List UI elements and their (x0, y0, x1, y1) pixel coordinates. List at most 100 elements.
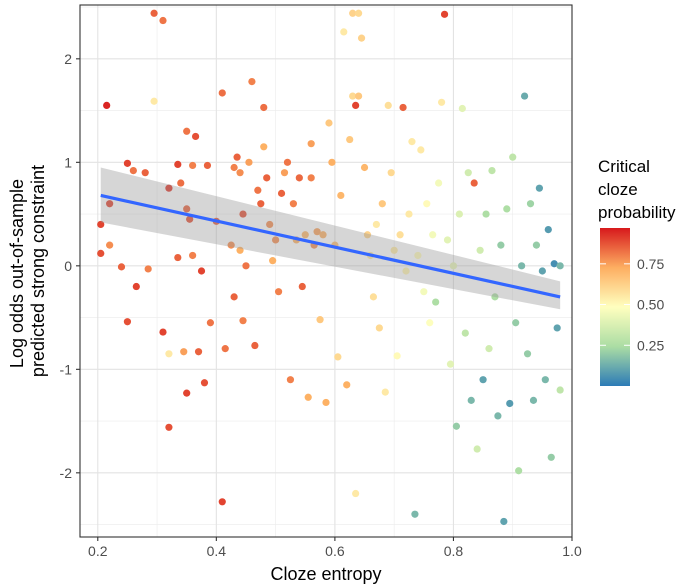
data-point (328, 158, 336, 166)
data-point (426, 319, 434, 327)
data-point (363, 231, 372, 239)
data-point (488, 167, 496, 175)
data-point (512, 319, 520, 327)
confidence-band (100, 167, 561, 310)
data-point (452, 422, 461, 430)
data-point (106, 200, 114, 208)
data-point (180, 348, 188, 356)
data-point (189, 251, 197, 260)
y-axis: -2 -1 0 1 2 (60, 51, 80, 481)
data-point (266, 220, 274, 229)
y-axis-title-line-1: Log odds out-of-sample (7, 179, 27, 368)
legend-title-line-2: cloze (598, 180, 638, 199)
data-point (260, 103, 268, 112)
data-point (544, 225, 552, 234)
data-point (97, 220, 105, 229)
data-point (461, 329, 469, 337)
data-point (304, 393, 312, 401)
y-tick-label: 0 (64, 258, 72, 274)
data-point (446, 360, 455, 368)
data-point (506, 399, 514, 408)
data-point (526, 200, 535, 208)
data-point (218, 498, 226, 506)
data-point (117, 263, 126, 271)
data-point (165, 423, 173, 431)
data-point (159, 16, 167, 25)
minor-gridlines (80, 5, 572, 537)
legend-colorbar (600, 228, 630, 386)
data-point (417, 146, 425, 154)
data-point (263, 174, 271, 182)
data-point (429, 231, 437, 239)
x-tick-label: 0.8 (444, 543, 464, 559)
data-point (390, 246, 398, 254)
legend-title-line-1: Critical (598, 157, 650, 176)
y-tick-label: -2 (60, 465, 73, 481)
x-tick-label: 0.6 (325, 543, 345, 559)
data-point (307, 140, 315, 148)
data-point (230, 293, 238, 301)
y-axis-title: Log odds out-of-sample predicted strong … (7, 165, 48, 377)
data-point (191, 132, 200, 141)
plot-panel-border (79, 4, 573, 538)
data-point (355, 9, 363, 17)
data-point (423, 200, 431, 208)
data-point (245, 158, 253, 166)
data-point (352, 489, 360, 498)
data-point (518, 262, 526, 270)
data-point (509, 153, 517, 161)
data-point (144, 265, 152, 273)
data-point (295, 174, 303, 182)
data-point (550, 260, 558, 268)
data-point (274, 288, 283, 296)
data-point (532, 241, 541, 249)
data-point (174, 253, 182, 262)
data-point (183, 127, 191, 135)
data-point (538, 267, 546, 275)
x-axis: 0.2 0.4 0.6 0.8 1.0 (88, 537, 582, 559)
data-point (340, 28, 348, 36)
data-point (150, 9, 158, 17)
data-point (280, 169, 289, 177)
data-point (254, 186, 262, 194)
data-point (405, 210, 413, 218)
data-point (277, 189, 286, 197)
data-point (236, 246, 244, 254)
data-point (206, 319, 215, 327)
data-point (435, 179, 443, 187)
data-point (257, 200, 265, 208)
data-point (159, 328, 167, 336)
data-point (248, 77, 256, 86)
data-point (298, 282, 306, 291)
data-point (360, 163, 369, 172)
data-point (553, 324, 561, 332)
data-point (183, 205, 191, 213)
data-point (319, 231, 327, 239)
x-tick-label: 0.2 (88, 543, 108, 559)
data-point (402, 267, 410, 275)
data-point (387, 169, 395, 177)
data-point (355, 92, 363, 100)
data-point (343, 381, 351, 389)
data-point (357, 34, 366, 42)
data-point (183, 389, 191, 397)
data-point (141, 169, 149, 177)
plot-panel (80, 5, 572, 537)
data-point (322, 398, 330, 407)
data-point (399, 103, 407, 112)
data-point (197, 267, 206, 275)
data-point (491, 293, 499, 301)
data-point (541, 376, 549, 384)
data-point (443, 236, 452, 244)
y-tick-label: 2 (64, 51, 72, 67)
data-point (378, 200, 386, 208)
data-point (227, 241, 235, 249)
data-point (316, 316, 324, 324)
data-point (482, 210, 490, 218)
data-point (349, 9, 357, 17)
legend-ticks: 0.25 0.50 0.75 (600, 256, 664, 353)
data-point (186, 215, 194, 223)
data-point (556, 262, 564, 270)
data-point (106, 241, 114, 249)
